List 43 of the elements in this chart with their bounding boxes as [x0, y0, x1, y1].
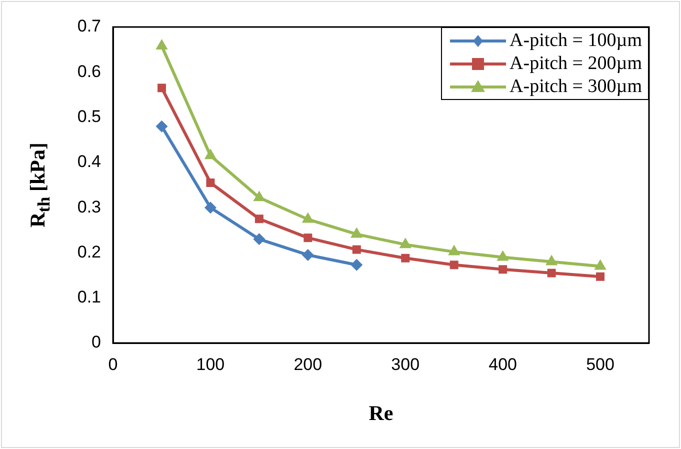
y-tick-label: 0: [92, 332, 101, 352]
point: [596, 272, 605, 281]
point: [254, 214, 264, 224]
y-tick-label: 0.5: [77, 106, 101, 126]
point: [545, 254, 558, 266]
point: [302, 248, 314, 261]
x-tick-label: 200: [294, 354, 322, 374]
point: [157, 84, 166, 92]
point: [547, 268, 556, 278]
point: [448, 244, 460, 256]
point: [450, 260, 458, 270]
legend-label: A-pitch = 200µm: [510, 52, 642, 75]
y-tick-label: 0.7: [77, 16, 101, 36]
point: [496, 250, 509, 261]
point: [350, 258, 363, 271]
point: [399, 238, 412, 248]
x-tick-label: 400: [488, 354, 518, 374]
point: [156, 120, 168, 132]
x-tick-label: 0: [108, 354, 118, 374]
x-axis-title: Re: [368, 400, 394, 425]
x-tick-label: 300: [391, 354, 420, 374]
legend-label: A-pitch = 300µm: [510, 75, 642, 98]
point: [498, 265, 508, 274]
y-tick-label: 0.6: [77, 62, 101, 81]
y-tick-label: 0.2: [77, 242, 101, 262]
point: [204, 148, 217, 160]
x-tick-label: 100: [196, 354, 225, 374]
point: [156, 38, 168, 50]
point: [253, 233, 266, 246]
point: [204, 202, 216, 214]
point: [594, 259, 606, 270]
y-tick-label: 0.4: [77, 152, 101, 172]
x-tick-label: 500: [586, 354, 614, 374]
y-tick-label: 0.3: [77, 197, 101, 216]
point: [253, 190, 266, 202]
point: [302, 212, 314, 223]
point: [350, 227, 363, 238]
point: [401, 254, 410, 262]
point: [304, 234, 312, 242]
legend-label: A-pitch = 100µm: [510, 29, 642, 52]
point: [352, 245, 361, 254]
y-tick-label: 0.1: [77, 288, 101, 307]
point: [206, 178, 215, 187]
